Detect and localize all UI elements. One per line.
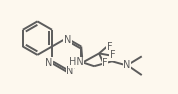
Text: N: N <box>66 66 74 76</box>
Text: F: F <box>110 50 115 60</box>
Text: N: N <box>45 58 53 68</box>
Text: F: F <box>107 42 112 52</box>
Text: N: N <box>64 35 71 45</box>
Text: HN: HN <box>69 57 84 67</box>
Text: F: F <box>102 58 108 68</box>
Text: N: N <box>123 60 130 70</box>
